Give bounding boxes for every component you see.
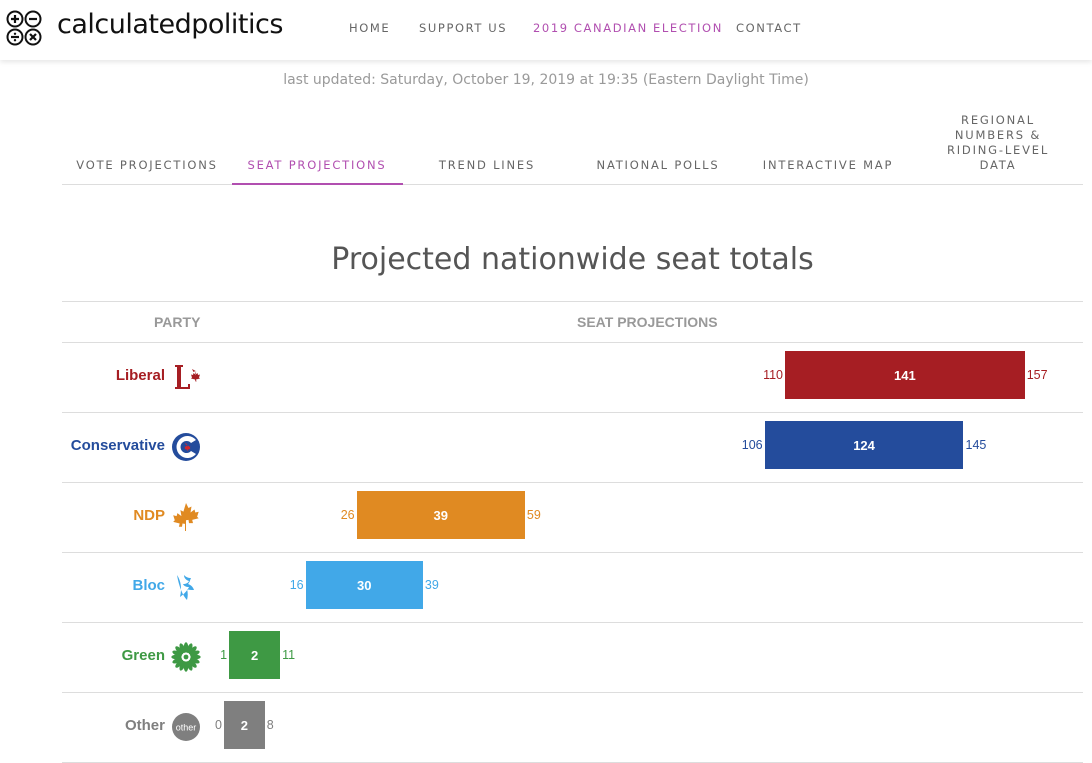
tab-interactive-map[interactable]: INTERACTIVE MAP — [762, 158, 894, 172]
seat-projection-table: PARTY SEAT PROJECTIONS Liberal 141 110 157… — [62, 301, 1083, 763]
nav-2019-canadian-election[interactable]: 2019 CANADIAN ELECTION — [533, 21, 723, 35]
party-name: Other — [124, 717, 165, 734]
tab-regional-numbers[interactable]: REGIONAL NUMBERS & RIDING-LEVEL DATA — [946, 113, 1050, 172]
seat-range-low-label: 106 — [741, 438, 763, 452]
table-body: Liberal 141 110 157 Conservative 124 106 145 N… — [62, 343, 1083, 763]
calculator-logo-icon[interactable] — [6, 10, 42, 46]
nav-support-us[interactable]: SUPPORT US — [419, 21, 508, 35]
last-updated-text: last updated: Saturday, October 19, 2019… — [283, 72, 809, 88]
seat-projection-bar[interactable]: 30 — [305, 561, 423, 609]
seat-range-high-label: 59 — [526, 508, 541, 522]
section-tabs: VOTE PROJECTIONS SEAT PROJECTIONS TREND … — [62, 108, 1083, 185]
seat-range-low-label: 1 — [220, 648, 228, 662]
party-name: Liberal — [115, 367, 165, 384]
seat-range-high-label: 11 — [282, 648, 296, 662]
seat-projection-bar[interactable]: 141 — [785, 351, 1025, 399]
chart-title: Projected nationwide seat totals — [331, 242, 814, 278]
seat-range-high-label: 8 — [266, 718, 274, 732]
ndp-logo-icon — [173, 503, 199, 531]
nav-home[interactable]: HOME — [349, 21, 391, 35]
seat-projection-bar[interactable]: 124 — [764, 421, 964, 469]
party-name: Conservative — [70, 437, 165, 454]
party-column-header: PARTY — [154, 314, 201, 330]
conservative-logo-icon — [172, 433, 200, 461]
top-navigation-bar: calculatedpolitics HOME SUPPORT US 2019 … — [0, 0, 1092, 60]
seat-range-low-label: 16 — [289, 578, 304, 592]
seat-range-low-label: 26 — [340, 508, 355, 522]
tab-vote-projections[interactable]: VOTE PROJECTIONS — [76, 158, 218, 172]
seat-range-high-label: 157 — [1026, 368, 1048, 382]
party-row: Other other 2 0 8 — [62, 693, 1083, 763]
party-name: NDP — [133, 507, 165, 524]
seat-range-low-label: 110 — [763, 368, 783, 382]
party-row: NDP 39 26 59 — [62, 483, 1083, 553]
site-logo-text[interactable]: calculatedpolitics — [57, 9, 283, 40]
seat-range-high-label: 145 — [965, 438, 987, 452]
party-row: Conservative 124 106 145 — [62, 413, 1083, 483]
seat-range-low-label: 0 — [215, 718, 222, 732]
party-row: Bloc 30 16 39 — [62, 553, 1083, 623]
nav-contact[interactable]: CONTACT — [736, 21, 802, 35]
party-row: Green 2 1 11 — [62, 623, 1083, 693]
seat-projection-bar[interactable]: 2 — [229, 631, 281, 679]
seat-projection-bar[interactable]: 2 — [224, 701, 265, 749]
bloc-logo-icon — [177, 575, 194, 600]
active-tab-indicator — [232, 183, 403, 185]
seat-projection-bar[interactable]: 39 — [356, 491, 525, 539]
other-logo-icon: other — [172, 713, 200, 741]
seat-projections-column-header: SEAT PROJECTIONS — [577, 314, 718, 330]
tab-seat-projections[interactable]: SEAT PROJECTIONS — [247, 158, 387, 172]
party-name: Bloc — [132, 577, 165, 594]
seat-range-high-label: 39 — [424, 578, 439, 592]
svg-text:other: other — [176, 723, 197, 733]
tab-trend-lines[interactable]: TREND LINES — [438, 158, 536, 172]
liberal-logo-icon — [175, 365, 200, 389]
green-logo-icon — [171, 642, 201, 672]
party-row: Liberal 141 110 157 — [62, 343, 1083, 413]
table-header: PARTY SEAT PROJECTIONS — [62, 301, 1083, 343]
tab-national-polls[interactable]: NATIONAL POLLS — [596, 158, 720, 172]
party-name: Green — [121, 647, 165, 664]
